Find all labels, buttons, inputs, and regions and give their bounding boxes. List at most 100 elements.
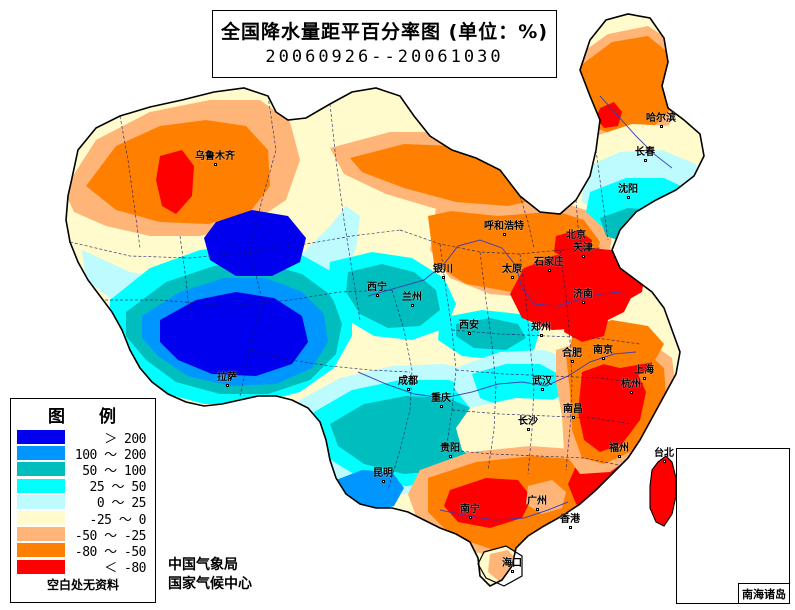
city-marker-dot xyxy=(467,332,471,335)
band-lt80-xinjiangcore xyxy=(156,150,194,214)
city-marker-dot xyxy=(581,255,585,258)
band-lt80-fujian xyxy=(578,362,646,452)
legend-swatch xyxy=(17,478,65,493)
band-25to50-yangtze xyxy=(472,364,564,408)
city-label: 台北 xyxy=(654,449,674,463)
city-label-text: 天津 xyxy=(573,243,593,254)
city-label-text: 西宁 xyxy=(367,282,387,293)
city-label: 长春 xyxy=(635,148,655,162)
yellow-river xyxy=(367,239,623,307)
city-label-text: 贵阳 xyxy=(440,443,460,454)
city-label: 石家庄 xyxy=(534,258,564,272)
legend-row: 50 ～ 100 xyxy=(11,461,155,479)
rivers xyxy=(357,95,673,521)
city-label-text: 呼和浩特 xyxy=(484,221,524,232)
city-label: 沈阳 xyxy=(618,185,638,199)
map-title: 全国降水量距平百分率图 (单位：%) xyxy=(220,20,549,43)
city-label-text: 南昌 xyxy=(563,404,583,415)
city-marker-dot xyxy=(213,163,217,166)
city-marker-dot xyxy=(510,276,514,279)
city-marker-dot xyxy=(547,269,551,272)
pearl-river xyxy=(439,501,569,521)
city-label: 呼和浩特 xyxy=(484,222,524,236)
legend-row: 25 ～ 50 xyxy=(11,478,155,495)
legend-label: -25 ～ 0 xyxy=(89,512,147,528)
city-label-text: 西安 xyxy=(459,320,479,331)
legend-row: 100 ～ 200 xyxy=(11,445,155,463)
city-label: 南宁 xyxy=(460,505,480,519)
city-label: 合肥 xyxy=(562,349,582,363)
city-label: 成都 xyxy=(398,377,418,391)
city-marker-dot xyxy=(510,570,514,573)
band-gt200-tibet-northlobe xyxy=(204,210,306,276)
city-marker-dot xyxy=(375,294,379,297)
city-marker-dot xyxy=(659,125,663,128)
city-label: 上海 xyxy=(634,366,654,380)
legend-swatch xyxy=(17,494,65,509)
city-marker-dot xyxy=(225,384,229,387)
legend-label: ＞ 200 xyxy=(104,431,146,447)
legend-box: 图 例 ＞ 200 100 ～ 200 50 ～ 100 25 ～ 50 0 ～ 25-… xyxy=(10,398,156,603)
city-marker-dot xyxy=(662,460,666,463)
city-label: 北京 xyxy=(566,231,586,245)
legend-label: -50 ～ -25 xyxy=(74,528,147,544)
city-marker-dot xyxy=(406,388,410,391)
city-label: 杭州 xyxy=(621,380,641,394)
band-lt80-anhui xyxy=(564,310,608,342)
city-label-text: 长沙 xyxy=(518,416,538,427)
city-marker-dot xyxy=(643,159,647,162)
city-label-text: 长春 xyxy=(635,147,655,158)
city-label: 长沙 xyxy=(518,417,538,431)
credit-line-1: 中国气象局 xyxy=(168,557,238,573)
legend-row: ＜ -80 xyxy=(11,559,155,576)
city-label-text: 石家庄 xyxy=(534,257,564,268)
city-marker-dot xyxy=(502,233,506,236)
legend-swatch xyxy=(17,511,65,526)
city-label: 天津 xyxy=(573,244,593,258)
legend-swatch xyxy=(17,462,65,477)
city-marker-dot xyxy=(581,301,585,304)
legend-swatch xyxy=(17,446,65,461)
city-label-text: 济南 xyxy=(573,289,593,300)
city-label: 西安 xyxy=(459,321,479,335)
legend-label: 100 ～ 200 xyxy=(74,447,147,463)
city-label-text: 南宁 xyxy=(460,504,480,515)
city-marker-dot xyxy=(540,388,544,391)
city-label-text: 南京 xyxy=(593,345,613,356)
inset-label: 南海诸岛 xyxy=(738,583,789,603)
city-label-text: 台北 xyxy=(654,448,674,459)
city-marker-dot xyxy=(626,196,630,199)
city-label: 海口 xyxy=(502,559,522,573)
legend-row: -50 ～ -25 xyxy=(11,526,155,544)
legend-row: 0 ～ 25 xyxy=(11,494,155,511)
city-marker-dot xyxy=(642,377,646,380)
legend-note: 空白处无资料 xyxy=(46,577,119,592)
city-label: 乌鲁木齐 xyxy=(195,152,235,166)
legend-row: ＞ 200 xyxy=(11,429,155,447)
city-label-text: 太原 xyxy=(502,264,522,275)
legend-row: -25 ～ 0 xyxy=(11,510,155,528)
china-national-boundary xyxy=(65,13,705,587)
city-label: 武汉 xyxy=(532,377,552,391)
city-marker-dot xyxy=(568,526,572,529)
taiwan-outline xyxy=(649,455,677,527)
city-label-text: 重庆 xyxy=(431,393,451,404)
city-label-text: 海口 xyxy=(502,558,522,569)
city-label-text: 香港 xyxy=(560,514,580,525)
city-label-text: 哈尔滨 xyxy=(646,113,676,124)
legend-swatch xyxy=(17,543,65,558)
city-marker-dot xyxy=(439,405,443,408)
legend-entries: ＞ 200 100 ～ 200 50 ～ 100 25 ～ 50 0 ～ 25 -25 ～… xyxy=(11,429,155,576)
city-label-text: 郑州 xyxy=(531,322,551,333)
city-label-text: 福州 xyxy=(609,443,629,454)
city-label: 西宁 xyxy=(367,283,387,297)
city-label: 昆明 xyxy=(373,469,393,483)
northeast-river xyxy=(599,95,673,169)
city-label: 香港 xyxy=(560,515,580,529)
city-label: 拉萨 xyxy=(217,373,237,387)
credit-line-2: 国家气候中心 xyxy=(168,575,252,592)
city-marker-dot xyxy=(629,391,633,394)
city-marker-dot xyxy=(381,480,385,483)
city-label-text: 拉萨 xyxy=(217,372,237,383)
